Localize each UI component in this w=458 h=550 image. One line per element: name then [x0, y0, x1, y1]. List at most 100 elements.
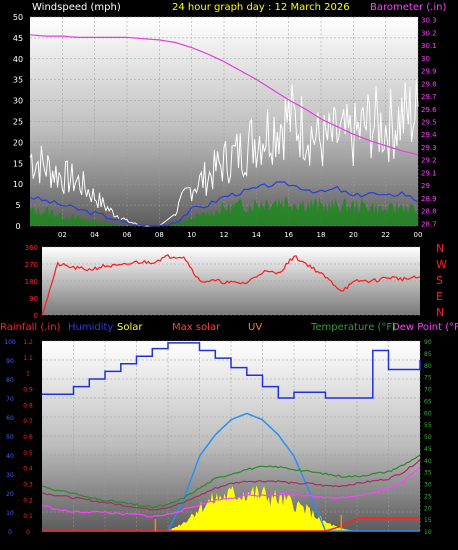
dir-letter-e: E	[436, 290, 443, 303]
temperature-tick-label: 50	[424, 434, 432, 441]
temperature-tick-label: 60	[424, 410, 432, 417]
temperature-tick-label: 40	[424, 458, 432, 465]
panel3-x-tick-label: 16	[290, 537, 299, 545]
panel3-x-tick-label: 14	[258, 537, 267, 545]
wind-x-tick-label: 20	[349, 231, 358, 239]
barometer-tick-label: 29.2	[421, 157, 437, 165]
wind-average-series	[29, 181, 419, 227]
barometer-tick-label: 29.7	[421, 93, 437, 101]
barometer-tick-label: 28.7	[421, 220, 437, 228]
panel3-x-tick-label: 08	[164, 537, 173, 545]
panel3-x-tick-label: 22	[384, 537, 393, 545]
panel3-x-tick-label: 04	[101, 537, 110, 545]
temperature-series	[41, 454, 421, 509]
windspeed-axis-title: Windspeed (mph)	[32, 2, 121, 13]
wind-x-tick-label: 02	[58, 231, 67, 239]
temperature-tick-label: 55	[424, 422, 432, 429]
wind-x-tick-label: 10	[187, 231, 196, 239]
solar-legend: Solar	[117, 322, 143, 333]
temperature-tick-label: 65	[424, 398, 432, 405]
solar-series	[42, 485, 420, 531]
wind-x-tick-label: 06	[123, 231, 132, 239]
temperature-tick-label: 85	[424, 351, 432, 358]
temperature-tick-label: 20	[424, 505, 432, 512]
temperature-legend: Temperature (°F)	[310, 322, 396, 333]
barometer-tick-label: 29.9	[421, 68, 437, 76]
barometer-tick-label: 29.3	[421, 144, 437, 152]
panel3-x-tick-label: 10	[195, 537, 204, 545]
temperature-tick-label: 70	[424, 387, 432, 394]
temperature-tick-label: 75	[424, 375, 432, 382]
panel3-x-tick-label: 20	[353, 537, 362, 545]
barometer-tick-label: 29.6	[421, 106, 437, 114]
wind-tick-label: 10	[13, 180, 23, 189]
rain-tick-label: 0.5	[23, 450, 33, 457]
wind-speed-series	[30, 196, 418, 226]
rain-tick-label: 0.9	[23, 387, 33, 394]
max-solar-legend: Max solar	[172, 322, 221, 333]
wind-x-tick-label: 08	[155, 231, 164, 239]
barometer-tick-label: 30.3	[421, 17, 437, 25]
panel3-x-tick-label: 18	[321, 537, 330, 545]
temperature-tick-label: 45	[424, 446, 432, 453]
rain-tick-label: 0.6	[23, 434, 33, 441]
wind-direction-series	[41, 254, 421, 316]
humidity-tick-label: 60	[6, 415, 14, 422]
panel3-x-tick-label: 06	[132, 537, 141, 545]
barometer-tick-label: 30.2	[421, 29, 437, 37]
rain-tick-label: 0.1	[23, 513, 33, 520]
dir-letter-n-top: N	[436, 242, 444, 255]
rain-tick-label: 0.8	[23, 402, 33, 409]
barometer-tick-label: 29.1	[421, 169, 437, 177]
barometer-tick-label: 29.4	[421, 131, 437, 139]
temperature-tick-label: 35	[424, 470, 432, 477]
humidity-tick-label: 80	[6, 377, 14, 384]
temperature-tick-label: 30	[424, 482, 432, 489]
wind-x-tick-label: 16	[284, 231, 293, 239]
barometer-series	[29, 34, 419, 156]
wind-gust-series	[29, 79, 419, 227]
humidity-tick-label: 20	[6, 491, 14, 498]
humidity-tick-label: 70	[6, 396, 14, 403]
humidity-series	[42, 342, 421, 399]
wind-tick-label: 25	[13, 118, 23, 127]
wind-tick-label: 20	[13, 138, 23, 147]
barometer-tick-label: 29	[421, 182, 430, 190]
wind-x-tick-label: 22	[381, 231, 390, 239]
barometer-axis-title: Barometer (.in)	[370, 2, 446, 13]
direction-tick-label: 270	[25, 261, 38, 269]
direction-tick-label: 180	[25, 278, 38, 286]
rain-tick-label: 1.1	[23, 355, 33, 362]
barometer-tick-label: 29.5	[421, 119, 437, 127]
rain-tick-label: 0.7	[23, 418, 33, 425]
dir-letter-s: S	[436, 274, 443, 287]
dir-letter-w: W	[436, 258, 447, 271]
barometer-tick-label: 28.8	[421, 208, 437, 216]
wind-tick-label: 0	[15, 222, 20, 231]
temperature-tick-label: 10	[424, 529, 432, 536]
barometer-tick-label: 28.9	[421, 195, 437, 203]
humidity-tick-label: 50	[6, 434, 14, 441]
wind-tick-label: 5	[15, 201, 20, 210]
humidity-legend: Humidity	[68, 322, 113, 333]
dew-point-series	[41, 466, 421, 518]
rain-tick-label: 0.2	[23, 497, 33, 504]
barometer-tick-label: 30	[421, 55, 430, 63]
humidity-tick-label: 30	[6, 472, 14, 479]
graph-title: 24 hour graph day : 12 March 2026	[172, 2, 350, 13]
humidity-tick-label: 40	[6, 453, 14, 460]
humidity-tick-label: 0	[8, 529, 12, 536]
temperature2-series	[41, 459, 421, 511]
barometer-tick-label: 30.1	[421, 42, 437, 50]
wind-tick-label: 45	[13, 34, 23, 43]
rainfall-series	[42, 517, 420, 532]
wind-x-tick-label: 00	[414, 231, 423, 239]
barometer-tick-label: 29.8	[421, 80, 437, 88]
temperature-tick-label: 25	[424, 493, 432, 500]
humidity-tick-label: 90	[6, 358, 14, 365]
wind-tick-label: 50	[13, 13, 23, 22]
dew-point-legend: Dew Point (°F)	[392, 322, 458, 333]
rain-tick-label: 0.4	[23, 466, 33, 473]
wind-x-tick-label: 12	[220, 231, 229, 239]
